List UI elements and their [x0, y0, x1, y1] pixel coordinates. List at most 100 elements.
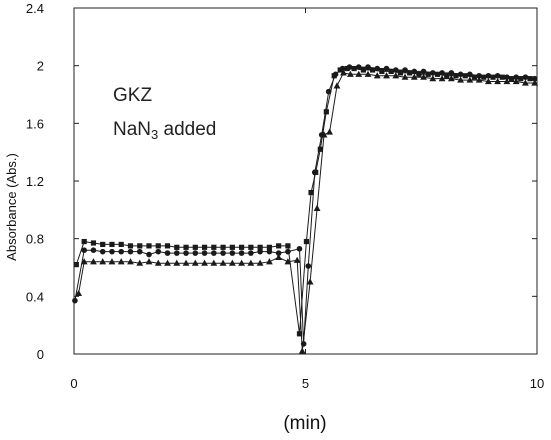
series-circle [72, 64, 538, 347]
data-point-triangle [429, 75, 437, 82]
data-point-square [360, 67, 366, 73]
data-point-circle [392, 67, 399, 73]
data-point-circle [467, 71, 473, 78]
data-point-circle [164, 250, 171, 256]
y-tick-label: 1.6 [26, 116, 44, 131]
data-point-circle [504, 74, 510, 80]
data-point-circle [430, 70, 436, 76]
data-point-square [323, 109, 329, 115]
data-point-triangle [457, 76, 465, 83]
data-point-square [388, 68, 394, 75]
data-point-circle [476, 72, 482, 79]
x-axis-title: (min) [283, 413, 326, 434]
data-point-triangle [99, 258, 107, 265]
series-layer [72, 64, 539, 354]
data-point-circle [411, 68, 418, 75]
data-point-square [276, 243, 282, 249]
data-point-square [155, 243, 161, 249]
data-point-square [462, 73, 468, 79]
data-point-circle [457, 71, 464, 78]
data-point-square [109, 241, 115, 248]
data-point-circle [402, 67, 408, 73]
data-point-circle [285, 248, 291, 255]
data-point-square [425, 71, 431, 77]
data-point-square [229, 244, 235, 250]
data-point-triangle [75, 289, 83, 297]
data-point-square [471, 74, 478, 80]
data-point-triangle [219, 259, 227, 266]
data-point-circle [127, 248, 134, 255]
data-point-square [73, 262, 79, 268]
data-point-triangle [145, 258, 153, 265]
data-point-circle [266, 248, 273, 255]
series-line-circle [74, 66, 535, 344]
data-point-circle [109, 248, 115, 255]
annotation-reagent-added: NaN3 added [113, 119, 216, 142]
y-tick-label: 2.4 [26, 1, 44, 16]
data-point-square [211, 244, 217, 250]
data-point-square [508, 76, 515, 82]
y-tick-label: 2 [37, 59, 44, 74]
data-point-triangle [298, 347, 306, 354]
data-point-square [90, 240, 97, 246]
data-point-triangle [438, 75, 446, 82]
data-point-square [416, 71, 422, 77]
data-point-circle [522, 74, 529, 80]
data-point-circle [311, 169, 318, 176]
data-point-circle [305, 263, 312, 269]
series-triangle [75, 69, 539, 354]
data-point-circle [296, 245, 303, 252]
data-point-square [490, 74, 496, 80]
series-line-square [75, 68, 531, 334]
data-point-square [164, 243, 171, 249]
data-point-circle [248, 250, 254, 256]
data-point-square [201, 244, 208, 250]
plot-frame [73, 7, 538, 355]
data-point-triangle [293, 256, 301, 263]
data-point-square [220, 244, 226, 250]
y-tick-label: 0 [37, 347, 44, 362]
data-point-triangle [313, 204, 321, 211]
data-point-square [351, 65, 357, 72]
x-tick-label: 10 [530, 376, 544, 391]
data-point-triangle [484, 77, 492, 85]
data-point-circle [211, 250, 217, 256]
data-point-square [481, 74, 487, 80]
data-point-square [239, 244, 245, 250]
data-point-triangle [373, 72, 381, 79]
data-point-circle [448, 70, 455, 76]
data-point-triangle [191, 259, 199, 266]
data-point-circle [220, 250, 226, 256]
data-point-circle [238, 250, 245, 256]
data-point-circle [183, 250, 189, 256]
data-point-circle [513, 74, 519, 80]
data-point-triangle [173, 259, 181, 266]
x-tick-label: 5 [302, 376, 309, 391]
data-point-square [407, 70, 413, 76]
data-point-square [257, 244, 263, 250]
data-point-triangle [265, 258, 273, 265]
data-point-triangle [90, 258, 97, 265]
data-point-triangle [522, 79, 529, 86]
data-point-triangle [401, 73, 409, 80]
y-axis-title: Absorbance (Abs.) [4, 153, 19, 261]
data-point-circle [118, 248, 125, 255]
data-point-triangle [117, 258, 125, 265]
data-point-triangle [182, 259, 190, 266]
data-point-circle [383, 65, 390, 72]
series-square [73, 65, 533, 337]
data-point-square [285, 243, 291, 249]
data-point-triangle [108, 258, 116, 265]
data-point-triangle [355, 70, 363, 77]
data-point-triangle [136, 259, 144, 266]
data-point-triangle [247, 259, 255, 266]
data-point-circle [136, 248, 143, 255]
data-point-triangle [320, 131, 328, 138]
data-point-square [296, 331, 303, 337]
data-point-square [370, 67, 376, 73]
data-point-triangle [127, 258, 134, 265]
data-point-square [303, 238, 310, 245]
data-point-triangle [154, 259, 162, 266]
data-point-square [127, 243, 134, 249]
data-point-circle [99, 248, 106, 255]
